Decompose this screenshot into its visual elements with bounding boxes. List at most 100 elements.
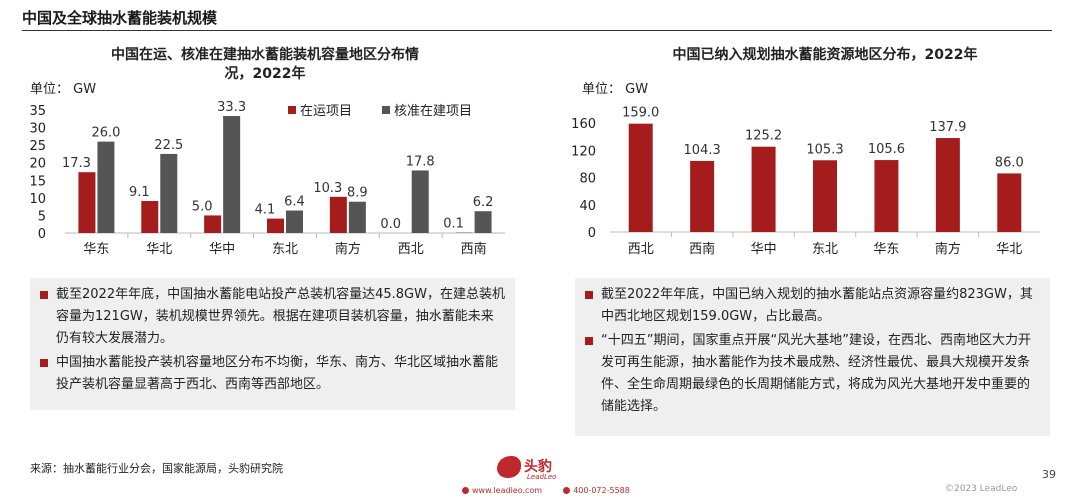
x-category-label: 南方 [935, 241, 961, 257]
data-label: 5.0 [192, 199, 213, 214]
bullet-square-icon [40, 291, 48, 299]
bar [474, 211, 492, 233]
data-label: 17.8 [406, 154, 435, 169]
bar [935, 138, 960, 232]
page-number: 39 [1042, 468, 1056, 481]
x-category-label: 东北 [812, 242, 838, 257]
bar [267, 218, 284, 233]
right-chart-unit: 单位： GW [582, 82, 649, 97]
title-divider [22, 30, 1052, 31]
x-category-label: 西北 [628, 242, 654, 257]
note-item: “十四五”期间，国家重点开展“风光大基地”建设，在西北、西南地区大力开发可再生能… [585, 330, 1040, 418]
source-note: 来源：抽水蓄能行业分会，国家能源局，头豹研究院 [30, 462, 283, 475]
data-label: 17.3 [62, 156, 91, 171]
y-tick-label: 40 [579, 199, 596, 214]
bullet-square-icon [40, 359, 48, 367]
data-label: 0.0 [380, 217, 401, 232]
y-tick-label: 15 [29, 174, 46, 189]
y-tick-label: 120 [571, 144, 596, 159]
y-tick-label: 0 [588, 226, 596, 241]
right-notes-box: 截至2022年年底，中国已纳入规划的抽水蓄能站点资源容量约823GW，其中西北地… [575, 278, 1050, 436]
left-chart-title-line1: 中国在运、核准在建抽水蓄能装机容量地区分布情 [111, 47, 419, 63]
legend-label: 核准在建项目 [394, 104, 472, 119]
bar [348, 201, 366, 233]
note-item: 中国抽水蓄能投产装机容量地区分布不均衡，华东、南方、华北区域抽水蓄能投产装机容量… [40, 352, 505, 396]
y-tick-label: 25 [29, 139, 46, 154]
left-chart-title-line2: 况，2022年 [224, 66, 306, 82]
data-label: 105.3 [806, 142, 843, 157]
data-label: 104.3 [684, 143, 721, 158]
bar [329, 196, 347, 233]
phone-number: 400-072-5588 [573, 486, 630, 495]
data-label: 9.1 [129, 185, 150, 200]
note-text: 中国抽水蓄能投产装机容量地区分布不均衡，华东、南方、华北区域抽水蓄能投产装机容量… [56, 355, 499, 392]
x-category-label: 华北 [996, 242, 1022, 257]
y-tick-label: 10 [29, 192, 46, 207]
x-category-label: 西北 [398, 242, 424, 257]
copyright: ©2023 LeadLeo [945, 484, 1018, 494]
bar [204, 215, 222, 233]
x-category-label: 华东 [873, 242, 899, 257]
y-tick-label: 80 [579, 172, 596, 187]
left-bar-chart: 0 5 10 15 20 25 30 35 17.326.0 华东 9.1 22.5 华北 5.0 33.3… [29, 100, 505, 257]
data-label: 125.2 [745, 129, 782, 144]
bar [223, 115, 241, 233]
x-category-label: 华中 [751, 242, 777, 257]
bar [690, 160, 715, 232]
bullet-square-icon [585, 337, 593, 345]
x-category-label: 西南 [461, 241, 487, 257]
bar [141, 201, 159, 233]
right-chart-title: 中国已纳入规划抽水蓄能资源地区分布，2022年 [672, 47, 978, 63]
bar [628, 123, 653, 232]
y-tick-label: 35 [29, 104, 46, 119]
legend-label: 在运项目 [300, 104, 352, 119]
note-item: 截至2022年年底，中国已纳入规划的抽水蓄能站点资源容量约823GW，其中西北地… [585, 284, 1040, 328]
bar [751, 146, 776, 232]
bar [874, 160, 899, 232]
note-text: 截至2022年年底，中国已纳入规划的抽水蓄能站点资源容量约823GW，其中西北地… [601, 287, 1033, 324]
bar [286, 210, 303, 233]
note-text: “十四五”期间，国家重点开展“风光大基地”建设，在西北、西南地区大力开发可再生能… [601, 333, 1031, 414]
logo-name: 头豹 [524, 459, 552, 475]
x-category-label: 西南 [689, 241, 715, 257]
x-category-label: 东北 [272, 242, 298, 257]
y-tick-label: 160 [571, 117, 596, 132]
data-label: 137.9 [929, 120, 966, 135]
footer-contacts: www.leadleo.com 400-072-5588 [462, 486, 630, 495]
data-label: 10.3 [313, 181, 342, 196]
note-item: 截至2022年年底，中国抽水蓄能电站投产总装机容量达45.8GW，在建总装机容量… [40, 284, 505, 350]
right-bar-chart: 0 40 80 120 160 159.0 西北 104.3 西南 125.2 华中 105.3 东北 1… [571, 106, 1040, 257]
data-label: 6.2 [473, 195, 494, 210]
data-label: 8.9 [347, 186, 368, 201]
note-text: 截至2022年年底，中国抽水蓄能电站投产总装机容量达45.8GW，在建总装机容量… [56, 287, 505, 346]
data-label: 26.0 [91, 126, 120, 141]
x-category-label: 华中 [209, 242, 235, 257]
bar [160, 153, 178, 233]
website-link[interactable]: www.leadleo.com [472, 486, 543, 495]
phone-icon [563, 487, 571, 494]
bar [97, 141, 115, 233]
legend-swatch [288, 106, 296, 114]
leopard-logo-icon [497, 456, 521, 478]
bar [813, 160, 837, 232]
left-chart-unit: 单位： GW [30, 82, 97, 97]
leadleo-logo: 头豹 LeadLeo [497, 456, 587, 482]
bar [411, 170, 429, 233]
y-tick-label: 30 [29, 122, 46, 137]
y-tick-label: 0 [38, 227, 46, 242]
bar [78, 172, 96, 233]
x-category-label: 华北 [146, 242, 172, 257]
data-label: 22.5 [154, 138, 183, 153]
globe-icon [462, 487, 469, 494]
logo-subtitle: LeadLeo [527, 473, 557, 481]
bullet-square-icon [585, 291, 593, 299]
data-label: 159.0 [622, 106, 659, 121]
data-label: 4.1 [255, 203, 276, 218]
y-tick-label: 5 [38, 209, 46, 224]
left-chart-title: 中国在运、核准在建抽水蓄能装机容量地区分布情 况，2022年 [70, 46, 460, 84]
x-category-label: 南方 [335, 241, 361, 257]
bar [997, 173, 1022, 232]
legend-swatch [382, 106, 390, 114]
data-label: 33.3 [217, 100, 246, 115]
page-title: 中国及全球抽水蓄能装机规模 [22, 9, 218, 27]
